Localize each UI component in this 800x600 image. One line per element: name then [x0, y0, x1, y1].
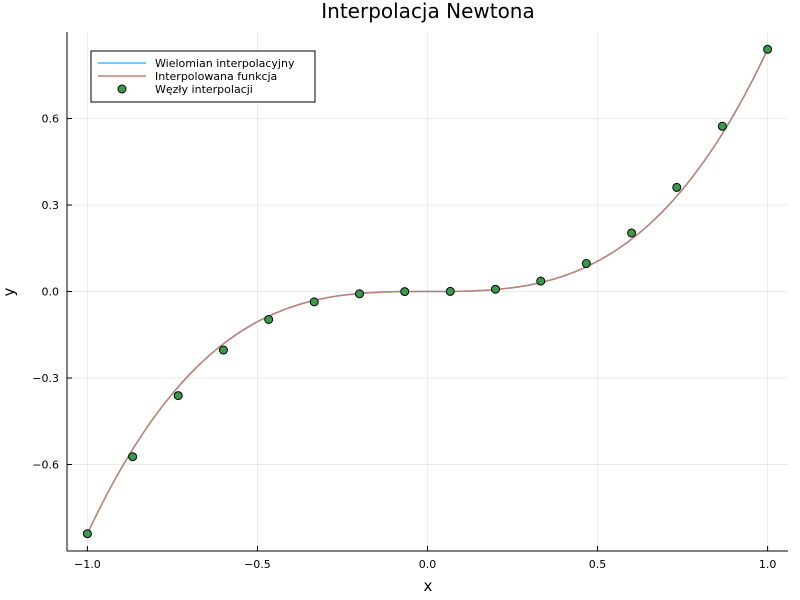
interpolation-node-point — [309, 297, 319, 307]
legend-label-nodes: Węzły interpolacji — [155, 83, 253, 96]
axes — [66, 32, 788, 552]
tick-labels: −1.0 −0.5 0.0 0.5 1.0 −0.6 −0.3 0.0 0.3 0.6 — [32, 113, 776, 572]
y-tick-label: 0.3 — [42, 199, 60, 212]
interpolation-node-point — [264, 314, 274, 324]
legend-label-polynomial: Wielomian interpolacyjny — [155, 57, 295, 70]
interpolation-node-point — [400, 287, 410, 297]
interpolation-node-point — [581, 259, 591, 269]
interpolation-node-point — [354, 289, 364, 299]
y-axis-label: y — [0, 287, 18, 296]
interpolation-node-point — [173, 391, 183, 401]
legend-marker-nodes — [117, 84, 127, 94]
interpolation-node-point — [672, 182, 682, 192]
interpolation-node-point — [717, 121, 727, 131]
chart-title: Interpolacja Newtona — [321, 0, 535, 23]
interpolation-node-point — [491, 284, 501, 294]
interpolation-node-point — [445, 286, 455, 296]
interpolation-node-point — [82, 529, 92, 539]
series-line-function — [86, 48, 769, 535]
y-tick-label: 0.0 — [42, 286, 60, 299]
y-tick-label: 0.6 — [42, 113, 60, 126]
x-tick-label: 1.0 — [759, 558, 777, 571]
legend: Wielomian interpolacyjny Interpolowana f… — [90, 50, 316, 103]
x-tick-label: −1.0 — [74, 558, 101, 571]
x-tick-label: −0.5 — [244, 558, 271, 571]
interpolation-node-point — [536, 276, 546, 286]
interpolation-nodes — [82, 44, 773, 539]
interpolation-node-point — [128, 452, 138, 462]
series — [86, 48, 769, 535]
y-tick-label: −0.3 — [32, 372, 59, 385]
interpolation-node-point — [627, 228, 637, 238]
x-axis-label: x — [424, 577, 433, 595]
x-tick-label: 0.0 — [419, 558, 437, 571]
legend-label-function: Interpolowana funkcja — [155, 70, 277, 83]
y-tick-label: −0.6 — [32, 459, 59, 472]
x-tick-label: 0.5 — [589, 558, 607, 571]
interpolation-node-point — [218, 345, 228, 355]
interpolation-node-point — [763, 44, 773, 54]
